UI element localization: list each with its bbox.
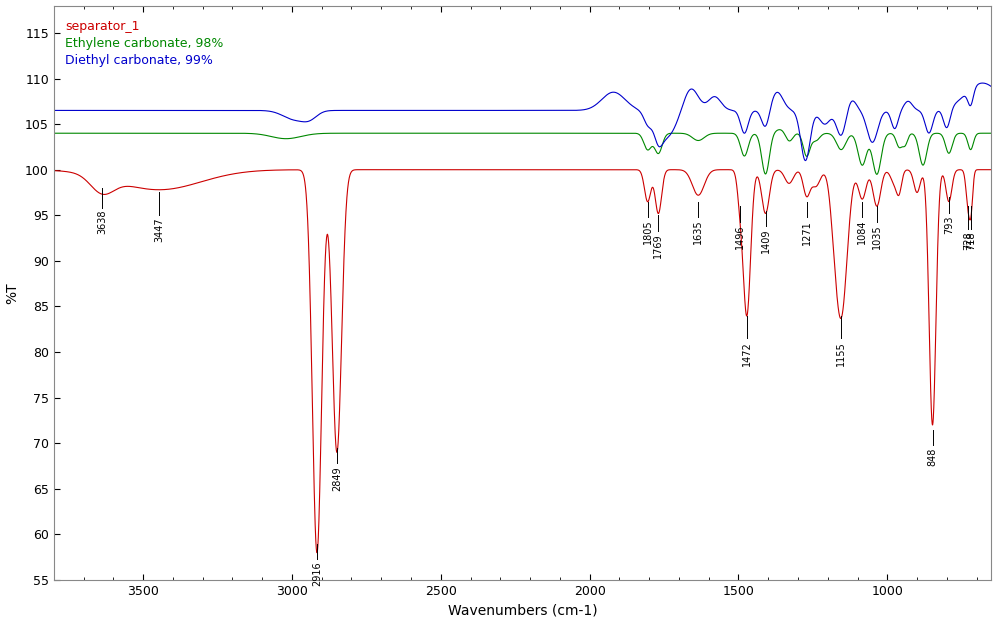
Text: 1084: 1084 xyxy=(857,220,867,244)
Text: 1769: 1769 xyxy=(653,234,663,258)
Text: 1496: 1496 xyxy=(735,224,745,249)
Text: 1155: 1155 xyxy=(836,341,846,366)
Text: Ethylene carbonate, 98%: Ethylene carbonate, 98% xyxy=(65,37,223,50)
Text: 1035: 1035 xyxy=(871,224,882,249)
X-axis label: Wavenumbers (cm-1): Wavenumbers (cm-1) xyxy=(448,604,597,617)
Text: 1635: 1635 xyxy=(693,220,703,244)
Text: 3638: 3638 xyxy=(97,210,107,234)
Text: 793: 793 xyxy=(944,216,954,234)
Text: 718: 718 xyxy=(966,232,976,250)
Text: 3447: 3447 xyxy=(154,217,164,242)
Y-axis label: %T: %T xyxy=(6,282,20,303)
Text: 1409: 1409 xyxy=(761,229,771,254)
Text: 728: 728 xyxy=(963,232,973,250)
Text: separator_1: separator_1 xyxy=(65,20,140,33)
Text: 1472: 1472 xyxy=(742,341,752,366)
Text: 848: 848 xyxy=(927,448,937,466)
Text: 2916: 2916 xyxy=(312,562,322,586)
Text: Diethyl carbonate, 99%: Diethyl carbonate, 99% xyxy=(65,54,213,67)
Text: 1271: 1271 xyxy=(802,220,812,245)
Text: 1805: 1805 xyxy=(643,220,653,244)
Text: 2849: 2849 xyxy=(332,466,342,491)
